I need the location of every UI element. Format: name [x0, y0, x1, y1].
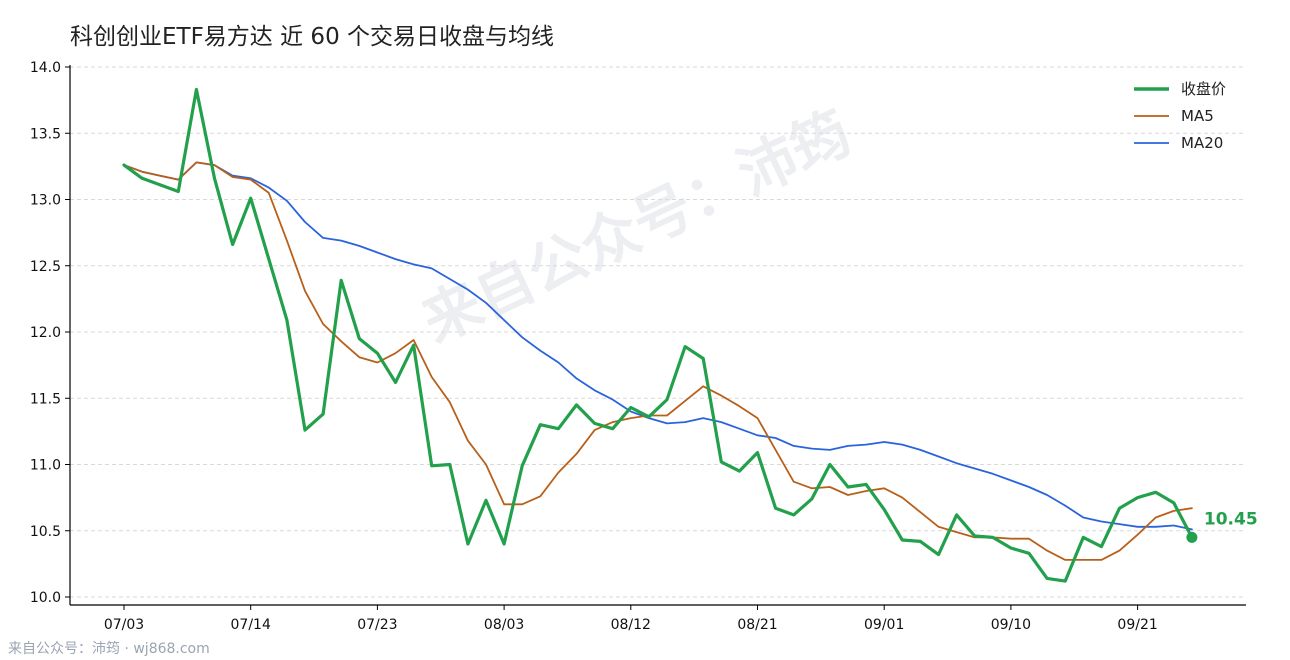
legend-label: 收盘价 [1181, 80, 1226, 98]
ma5-line [123, 161, 1193, 561]
y-tick-label: 14.0 [30, 60, 61, 76]
y-tick-label: 12.5 [30, 259, 61, 275]
legend-label: MA5 [1181, 107, 1214, 125]
y-tick-label: 10.0 [30, 590, 61, 606]
y-tick-label: 10.5 [30, 524, 61, 540]
axis-layer: 14.0 13.5 13.0 12.5 12.0 11.5 11.0 10.5 10.0 07/0… [30, 60, 1246, 633]
series-layer: 10.45 [122, 87, 1258, 583]
watermark-text: 来自公众号：沛筠 [412, 98, 861, 356]
y-tick-label: 13.5 [30, 126, 61, 142]
y-tick-label: 11.0 [30, 458, 61, 474]
x-tick-label: 07/03 [104, 617, 144, 633]
x-tick-label: 08/21 [737, 617, 777, 633]
x-tick-label: 08/03 [484, 617, 524, 633]
ma20-line [123, 161, 1193, 531]
legend: 收盘价 MA5 MA20 [1134, 80, 1226, 152]
close-price-line [122, 87, 1194, 583]
x-tick-label: 07/14 [231, 617, 271, 633]
chart-title: 科创创业ETF易方达 近 60 个交易日收盘与均线 [70, 24, 554, 50]
last-close-label: 10.45 [1204, 509, 1258, 529]
x-tick-label: 09/01 [864, 617, 904, 633]
x-tick-label: 09/10 [991, 617, 1031, 633]
y-tick-label: 12.0 [30, 325, 61, 341]
grid-layer [70, 66, 1246, 598]
x-tick-label: 07/23 [357, 617, 397, 633]
last-close-point [1186, 531, 1198, 543]
y-tick-label: 11.5 [30, 391, 61, 407]
x-tick-label: 09/21 [1117, 617, 1157, 633]
legend-label: MA20 [1181, 134, 1223, 152]
x-tick-label: 08/12 [611, 617, 651, 633]
footer-credit: 来自公众号：沛筠 · wj868.com [8, 640, 210, 657]
y-tick-label: 13.0 [30, 193, 61, 209]
